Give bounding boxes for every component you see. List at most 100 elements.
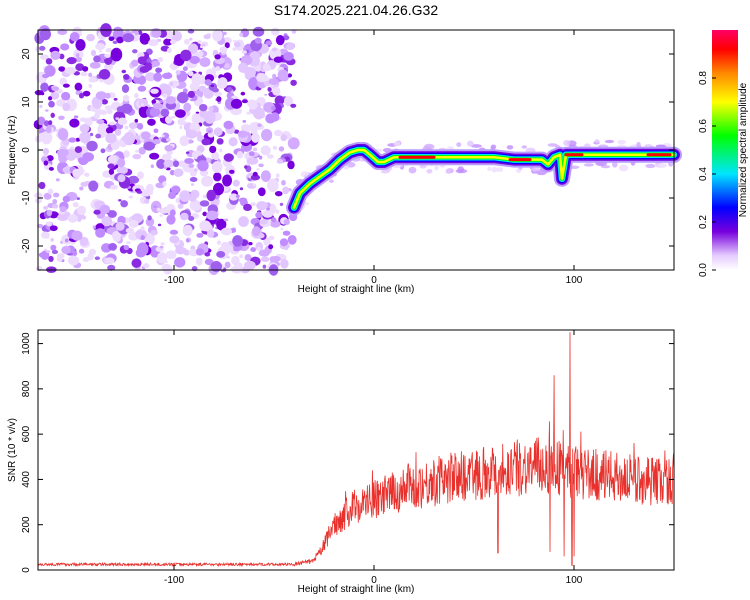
- noise-blob: [40, 54, 49, 60]
- noise-blob: [229, 193, 239, 201]
- noise-blob: [212, 87, 219, 93]
- noise-blob: [78, 92, 85, 99]
- noise-blob: [197, 160, 209, 172]
- noise-blob: [82, 90, 91, 97]
- noise-blob: [41, 231, 50, 239]
- noise-blob: [125, 227, 135, 234]
- noise-blob: [107, 155, 118, 164]
- noise-blob: [62, 102, 71, 112]
- noise-blob: [490, 144, 497, 150]
- noise-blob: [380, 169, 390, 174]
- noise-blob: [52, 198, 58, 205]
- noise-blob: [189, 177, 198, 183]
- noise-blob: [219, 148, 223, 153]
- noise-blob: [96, 119, 105, 125]
- noise-blob: [229, 169, 235, 174]
- noise-blob: [45, 109, 49, 112]
- noise-blob: [39, 104, 43, 109]
- noise-blob: [236, 262, 243, 267]
- noise-blob: [230, 107, 242, 116]
- noise-blob: [491, 166, 498, 173]
- noise-blob: [43, 160, 49, 166]
- noise-blob: [248, 151, 255, 157]
- noise-blob: [164, 115, 173, 124]
- spectrogram-y-label: Frequency (Hz): [7, 116, 18, 185]
- noise-blob: [393, 141, 401, 147]
- noise-blob: [116, 36, 124, 44]
- y-tick-label: 600: [21, 425, 32, 442]
- noise-blob: [62, 195, 71, 203]
- noise-blob: [163, 38, 173, 46]
- noise-blob: [260, 170, 271, 182]
- noise-blob: [108, 243, 117, 251]
- noise-blob: [79, 186, 84, 191]
- noise-blob: [68, 137, 77, 143]
- noise-blob: [159, 136, 163, 140]
- noise-blob: [150, 164, 155, 169]
- noise-blob: [138, 98, 149, 107]
- noise-blob: [254, 37, 262, 44]
- noise-blob: [271, 27, 280, 36]
- noise-blob: [226, 86, 233, 92]
- noise-blob: [46, 209, 53, 217]
- noise-blob: [211, 161, 223, 173]
- noise-blob: [250, 202, 256, 207]
- noise-blob: [266, 207, 270, 211]
- noise-blob: [75, 137, 81, 142]
- noise-blob: [275, 209, 280, 214]
- noise-blob: [145, 183, 154, 194]
- noise-blob: [75, 63, 85, 72]
- noise-blob: [191, 113, 202, 125]
- noise-blob: [281, 180, 286, 186]
- noise-blob: [206, 229, 215, 238]
- noise-blob: [262, 209, 274, 218]
- noise-blob: [214, 54, 221, 60]
- noise-blob: [267, 178, 279, 192]
- noise-blob: [236, 152, 243, 158]
- noise-blob: [237, 130, 248, 138]
- noise-blob: [260, 218, 268, 225]
- noise-blob: [583, 163, 595, 167]
- noise-blob: [138, 146, 146, 155]
- noise-blob: [182, 66, 188, 72]
- noise-blob: [248, 101, 258, 110]
- noise-blob: [221, 241, 230, 249]
- noise-blob: [92, 225, 97, 229]
- noise-blob: [240, 91, 246, 96]
- noise-blob: [61, 91, 71, 101]
- noise-blob: [151, 27, 162, 39]
- noise-blob: [165, 96, 176, 105]
- noise-blob: [53, 192, 60, 198]
- noise-blob: [123, 73, 130, 80]
- noise-blob: [86, 33, 95, 42]
- x-tick-label: -100: [164, 575, 184, 586]
- noise-blob: [93, 112, 101, 119]
- noise-blob: [170, 39, 177, 45]
- noise-blob: [260, 256, 270, 263]
- colorbar-label: Normalized spectral amplitude: [738, 82, 749, 217]
- noise-blob: [216, 96, 222, 102]
- noise-blob: [201, 43, 206, 47]
- noise-blob: [83, 172, 90, 177]
- noise-blob: [97, 126, 104, 132]
- noise-blob: [457, 166, 465, 173]
- noise-blob: [244, 254, 252, 261]
- noise-blob: [105, 132, 117, 144]
- noise-blob: [277, 69, 289, 81]
- noise-blob: [256, 201, 268, 211]
- noise-blob: [98, 68, 111, 80]
- noise-blob: [252, 171, 258, 177]
- noise-blob: [137, 52, 145, 58]
- noise-blob: [506, 145, 514, 150]
- noise-blob: [131, 59, 139, 67]
- y-tick-label: 1000: [21, 332, 32, 355]
- noise-blob: [135, 248, 147, 258]
- x-tick-label: 100: [566, 575, 583, 586]
- noise-blob: [132, 49, 138, 54]
- noise-blob: [143, 198, 150, 204]
- noise-blob: [244, 165, 248, 169]
- spectrogram-x-label: Height of straight line (km): [298, 284, 415, 295]
- noise-blob: [68, 255, 80, 266]
- noise-blob: [104, 257, 115, 265]
